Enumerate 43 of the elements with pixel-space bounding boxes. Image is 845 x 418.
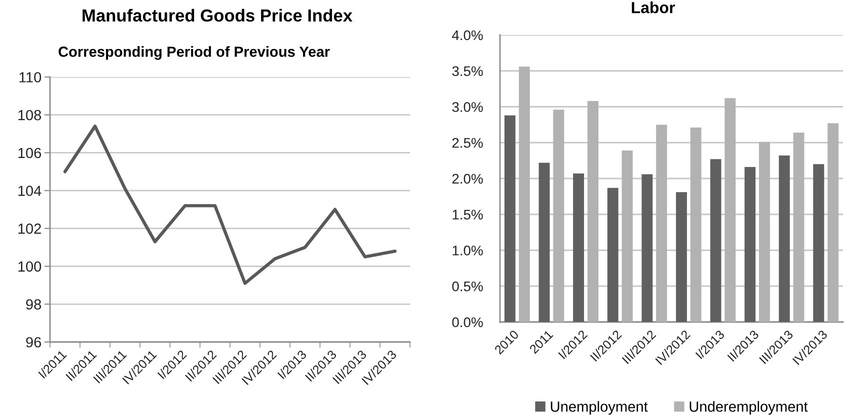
y-tick-label: 3.5% xyxy=(452,66,483,76)
bar xyxy=(642,174,653,322)
y-tick-label: 96 xyxy=(26,337,42,348)
chart-title: Labor xyxy=(632,2,675,14)
legend-label: Unemployment xyxy=(550,401,648,415)
y-tick-label: 110 xyxy=(20,72,42,82)
y-tick-label: 2.0% xyxy=(452,174,483,184)
y-tick-label: 2.5% xyxy=(452,138,483,148)
y-tick-label: 102 xyxy=(18,224,41,234)
y-tick-label: 1.0% xyxy=(452,246,483,256)
bar xyxy=(758,142,770,322)
bar xyxy=(587,101,598,322)
bar xyxy=(744,167,756,322)
bar xyxy=(690,128,702,322)
y-tick-label: 4.0% xyxy=(452,30,483,40)
bar xyxy=(518,66,530,322)
legend-label: Underemployment xyxy=(690,401,808,415)
chart-title: Manufactured Goods Price Index xyxy=(82,8,352,22)
y-tick-label: 1.5% xyxy=(452,210,483,220)
bar xyxy=(656,124,668,322)
y-tick-label: 0.0% xyxy=(452,317,483,328)
y-tick-label: 0.5% xyxy=(452,281,483,292)
bar xyxy=(793,132,804,322)
bar xyxy=(504,115,516,322)
bar xyxy=(778,156,790,322)
bar xyxy=(828,123,839,322)
y-tick-label: 106 xyxy=(18,148,42,158)
line-series xyxy=(63,124,397,285)
bar xyxy=(553,110,564,322)
bar xyxy=(676,192,687,322)
y-tick-label: 3.0% xyxy=(452,102,483,112)
bar xyxy=(622,150,633,322)
bar xyxy=(573,173,584,322)
bar xyxy=(607,188,618,322)
bar xyxy=(538,162,550,322)
bar xyxy=(710,159,722,322)
bar xyxy=(813,164,824,322)
y-tick-label: 98 xyxy=(26,299,42,310)
y-tick-label: 108 xyxy=(18,110,42,120)
y-tick-label: 104 xyxy=(18,186,42,196)
chart-subtitle: Corresponding Period of Previous Year xyxy=(58,46,330,60)
bar xyxy=(724,98,736,322)
y-tick-label: 100 xyxy=(18,261,42,272)
